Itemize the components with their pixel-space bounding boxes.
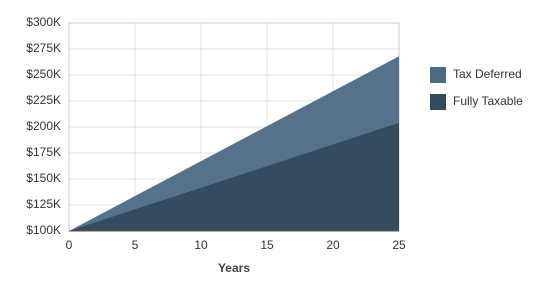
x-tick-label: 20 [326, 238, 340, 252]
x-tick-label: 10 [194, 238, 208, 252]
y-tick-label: $125K [26, 197, 61, 211]
legend-swatch [430, 94, 446, 110]
x-tick-label: 25 [392, 238, 406, 252]
x-tick-label: 5 [132, 238, 139, 252]
legend-swatch [430, 67, 446, 83]
y-tick-label: $200K [26, 119, 61, 133]
y-tick-label: $175K [26, 145, 61, 159]
y-tick-label: $225K [26, 93, 61, 107]
x-tick-label: 0 [66, 238, 73, 252]
y-tick-label: $275K [26, 41, 61, 55]
legend-label: Fully Taxable [453, 94, 523, 108]
legend-label: Tax Deferred [453, 67, 522, 81]
y-tick-label: $300K [26, 15, 61, 29]
y-tick-label: $150K [26, 171, 61, 185]
x-tick-label: 15 [260, 238, 274, 252]
area [69, 122, 399, 231]
y-tick-label: $100K [26, 223, 61, 237]
y-tick-label: $250K [26, 67, 61, 81]
x-axis-title: Years [218, 261, 250, 275]
